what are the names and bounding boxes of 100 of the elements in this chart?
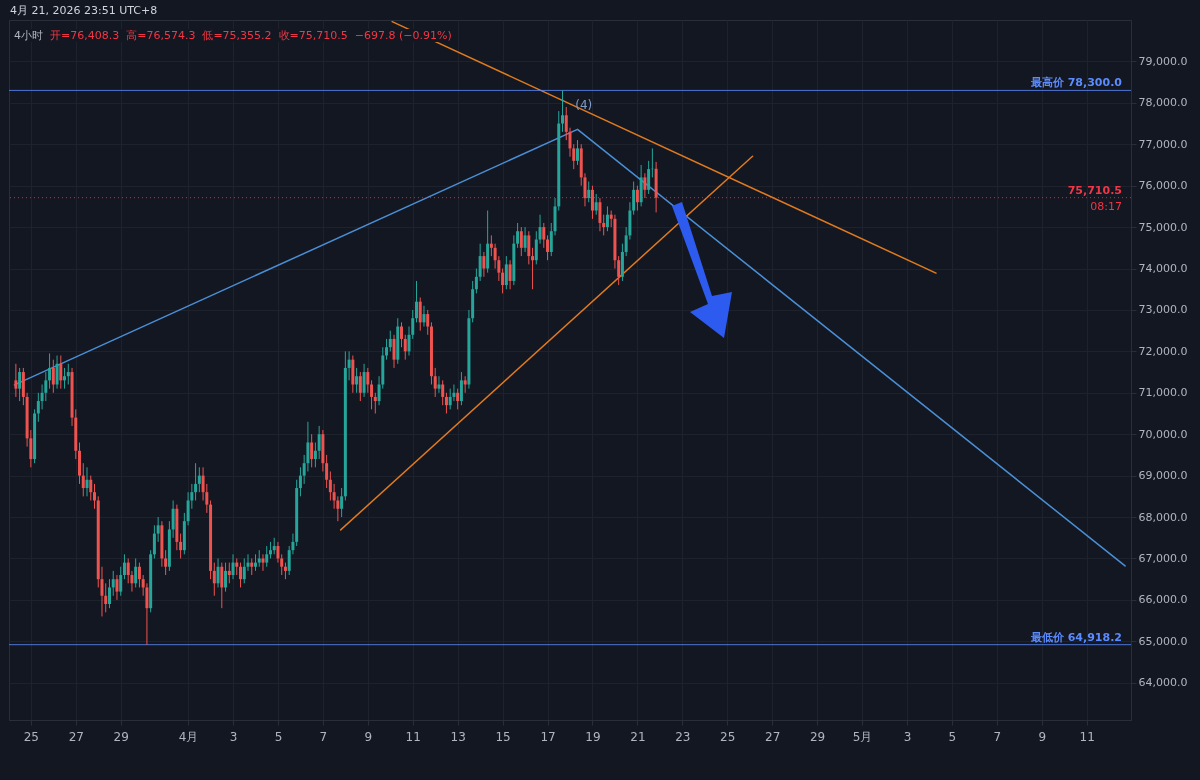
candlestick <box>115 574 119 601</box>
x-tick-label: 25 <box>720 729 736 744</box>
candlestick <box>194 462 198 501</box>
candlestick <box>14 363 18 398</box>
candlestick <box>444 392 448 414</box>
x-tick-label: 15 <box>495 729 511 744</box>
candlestick <box>392 334 396 369</box>
candlestick <box>85 466 89 497</box>
y-tick-label: 72,000.0 <box>1138 344 1188 358</box>
x-tick-label: 7 <box>993 729 1002 744</box>
candlestick <box>516 222 520 249</box>
candlestick <box>119 566 123 597</box>
y-tick-label: 67,000.0 <box>1138 551 1188 565</box>
ref-line-label: 75,710.5 <box>1067 183 1122 197</box>
candlestick <box>59 355 63 390</box>
x-tick-label: 7 <box>319 729 328 744</box>
x-tick-label: 5 <box>274 729 283 744</box>
candlestick <box>355 367 359 394</box>
x-tick-label: 11 <box>405 729 421 744</box>
annotation: 开=76,408.3 高=76,574.3 低=75,355.2 收=75,710.5 −697.8 (−0.91%) <box>50 29 452 42</box>
candlestick <box>216 557 220 588</box>
candlestick <box>51 359 55 394</box>
candlestick <box>418 297 422 332</box>
y-tick-label: 65,000.0 <box>1138 634 1188 648</box>
ref-line-label: 最高价 78,300.0 <box>1029 76 1123 90</box>
candlestick <box>542 222 546 249</box>
candlestick <box>48 352 52 390</box>
x-tick-label: 5 <box>948 729 957 744</box>
y-tick-label: 68,000.0 <box>1138 510 1188 524</box>
x-tick-label: 11 <box>1079 729 1095 744</box>
candlestick <box>212 562 216 597</box>
candlestick <box>422 305 426 328</box>
x-tick-label: 9 <box>364 729 373 744</box>
candlestick <box>239 562 243 588</box>
annotation: (4) <box>575 98 593 113</box>
candlestick <box>546 234 550 261</box>
candlestick <box>63 367 67 390</box>
candlestick <box>55 355 59 390</box>
candlestick <box>433 367 437 398</box>
candlestick <box>366 367 370 394</box>
candlestick <box>107 578 111 609</box>
candlestick <box>643 172 647 199</box>
candlestick <box>647 160 651 195</box>
x-tick-label: 4月 <box>178 729 199 744</box>
x-tick-label: 27 <box>68 729 84 744</box>
candlestick <box>561 89 565 133</box>
candlestick <box>448 388 452 410</box>
candlestick <box>373 392 377 414</box>
text: 4小时 <box>14 29 50 42</box>
candlestick <box>310 433 314 468</box>
candlestick <box>575 139 579 166</box>
candlestick <box>340 487 344 518</box>
candlestick <box>358 371 362 402</box>
y-tick-label: 69,000.0 <box>1138 469 1188 483</box>
candlestick <box>414 280 418 323</box>
candlestick <box>317 425 321 460</box>
y-tick-label: 73,000.0 <box>1138 303 1188 317</box>
candlestick <box>504 255 508 290</box>
y-tick-label: 78,000.0 <box>1138 96 1188 110</box>
annotation: 08:17 <box>1090 199 1122 213</box>
candlestick <box>388 330 392 352</box>
x-tick-label: 29 <box>113 729 129 744</box>
x-tick-label: 29 <box>809 729 826 744</box>
x-tick-label: 21 <box>630 729 646 744</box>
candlestick <box>426 309 430 336</box>
y-tick-label: 70,000.0 <box>1138 427 1188 441</box>
candlestick <box>89 475 93 501</box>
candlestick <box>134 557 138 588</box>
y-tick-label: 76,000.0 <box>1138 179 1188 193</box>
candlestick <box>197 466 201 493</box>
x-tick-label: 9 <box>1038 729 1047 744</box>
y-tick-label: 74,000.0 <box>1138 262 1188 276</box>
candlestick <box>587 181 591 203</box>
y-tick-label: 66,000.0 <box>1138 593 1188 607</box>
candlestick <box>531 247 535 290</box>
candlestick <box>224 562 228 593</box>
candlestick <box>482 251 486 278</box>
candlestick <box>370 379 374 410</box>
x-tick-label: 19 <box>585 729 601 744</box>
candlestick <box>276 541 280 564</box>
candlestick <box>403 334 407 361</box>
text: 4月 21, 2026 23:51 UTC+8 <box>10 3 158 18</box>
y-tick-label: 79,000.0 <box>1138 54 1188 68</box>
candlestick <box>81 462 85 497</box>
candlestick <box>400 321 404 348</box>
candlestick <box>298 466 302 497</box>
candlestick <box>18 367 22 402</box>
candlestick <box>137 562 141 588</box>
x-tick-label: 3 <box>903 729 912 744</box>
candlestick <box>635 185 639 212</box>
x-tick-label: 5月 <box>852 729 873 744</box>
candlestick <box>594 193 598 216</box>
candlestick <box>227 562 231 584</box>
candlestick <box>523 226 527 253</box>
candlestick <box>605 205 609 232</box>
y-tick-label: 64,000.0 <box>1138 676 1188 690</box>
candlestick <box>122 553 126 580</box>
candlestick <box>93 483 96 510</box>
y-tick-label: 71,000.0 <box>1138 386 1188 400</box>
candlestick <box>242 557 246 584</box>
